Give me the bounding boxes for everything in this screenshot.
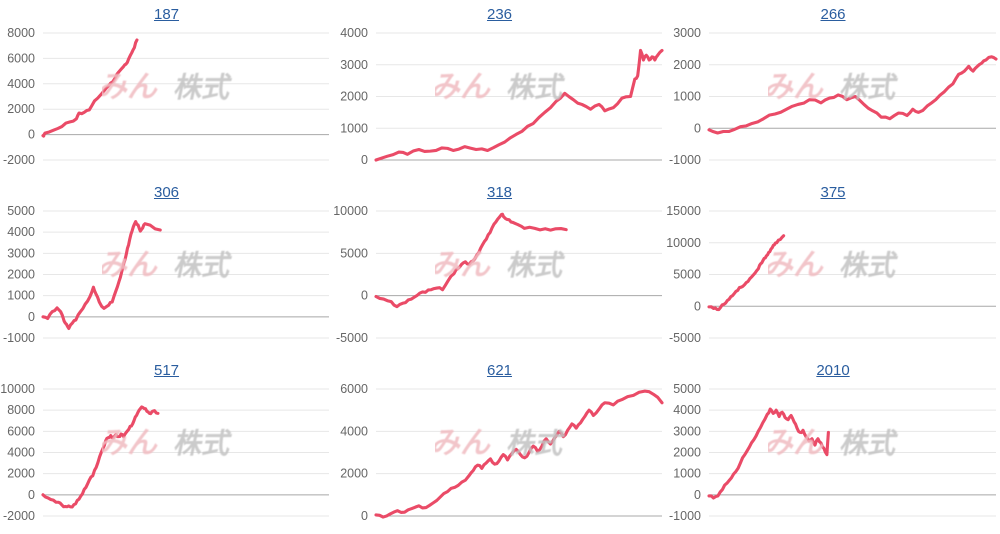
svg-text:4000: 4000 (340, 26, 368, 40)
svg-text:4000: 4000 (7, 225, 35, 239)
svg-text:1000: 1000 (340, 121, 368, 135)
svg-text:3000: 3000 (340, 58, 368, 72)
svg-text:-5000: -5000 (336, 331, 368, 345)
svg-text:2000: 2000 (340, 467, 368, 481)
svg-text:0: 0 (361, 153, 368, 167)
svg-text:8000: 8000 (7, 26, 35, 40)
svg-text:6000: 6000 (7, 424, 35, 438)
svg-text:0: 0 (28, 310, 35, 324)
svg-text:5000: 5000 (7, 204, 35, 218)
svg-text:6000: 6000 (340, 382, 368, 396)
svg-text:3000: 3000 (673, 26, 701, 40)
svg-text:2000: 2000 (7, 102, 35, 116)
svg-text:0: 0 (28, 128, 35, 142)
svg-text:4000: 4000 (340, 424, 368, 438)
svg-text:4000: 4000 (7, 446, 35, 460)
svg-text:0: 0 (694, 121, 701, 135)
svg-text:10000: 10000 (333, 204, 368, 218)
svg-text:0: 0 (694, 299, 701, 313)
svg-text:15000: 15000 (666, 204, 701, 218)
svg-text:1000: 1000 (673, 467, 701, 481)
svg-text:4000: 4000 (673, 403, 701, 417)
svg-text:2000: 2000 (7, 467, 35, 481)
svg-text:-1000: -1000 (3, 331, 35, 345)
svg-text:1000: 1000 (673, 90, 701, 104)
svg-text:10000: 10000 (666, 236, 701, 250)
svg-text:0: 0 (28, 488, 35, 502)
svg-text:4000: 4000 (7, 77, 35, 91)
svg-text:2000: 2000 (7, 268, 35, 282)
svg-text:0: 0 (694, 488, 701, 502)
svg-text:-2000: -2000 (3, 153, 35, 167)
svg-text:0: 0 (361, 509, 368, 523)
svg-text:1000: 1000 (7, 289, 35, 303)
svg-text:5000: 5000 (673, 268, 701, 282)
svg-text:3000: 3000 (7, 246, 35, 260)
svg-text:6000: 6000 (7, 51, 35, 65)
svg-text:10000: 10000 (0, 382, 35, 396)
svg-text:-1000: -1000 (669, 153, 701, 167)
svg-text:3000: 3000 (673, 424, 701, 438)
svg-text:2000: 2000 (673, 58, 701, 72)
svg-text:-2000: -2000 (3, 509, 35, 523)
svg-text:-1000: -1000 (669, 509, 701, 523)
svg-text:5000: 5000 (673, 382, 701, 396)
svg-text:8000: 8000 (7, 403, 35, 417)
svg-text:2000: 2000 (340, 90, 368, 104)
svg-text:2000: 2000 (673, 446, 701, 460)
svg-text:5000: 5000 (340, 246, 368, 260)
svg-text:-5000: -5000 (669, 331, 701, 345)
svg-text:0: 0 (361, 289, 368, 303)
